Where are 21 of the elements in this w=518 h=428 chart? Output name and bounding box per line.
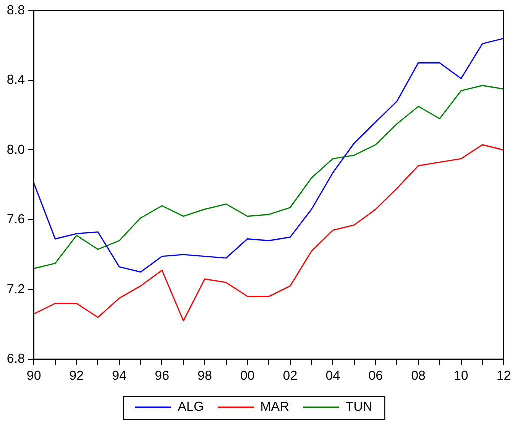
x-tick-label: 04 <box>326 368 340 383</box>
y-tick-label: 6.8 <box>6 350 26 366</box>
x-tick-label: 06 <box>368 368 384 383</box>
y-tick-label: 8.8 <box>6 2 26 18</box>
x-tick-label: 92 <box>70 368 84 383</box>
y-tick-label: 7.6 <box>6 212 26 227</box>
x-tick-label: 10 <box>454 368 469 383</box>
legend-label: MAR <box>260 399 290 414</box>
legend-label: ALG <box>178 399 204 414</box>
x-tick-label: 90 <box>26 368 42 383</box>
x-tick-label: 98 <box>198 368 212 383</box>
x-tick-label: 00 <box>240 368 255 383</box>
y-tick-label: 8.0 <box>6 142 26 157</box>
x-tick-label: 94 <box>112 368 127 383</box>
x-tick-label: 96 <box>155 368 170 383</box>
x-tick-label: 02 <box>283 368 298 383</box>
x-tick-label: 12 <box>496 368 512 383</box>
y-tick-label: 8.4 <box>6 72 26 88</box>
y-tick-label: 7.2 <box>6 281 26 296</box>
x-tick-label: 08 <box>411 368 426 383</box>
legend-label: TUN <box>346 399 373 414</box>
